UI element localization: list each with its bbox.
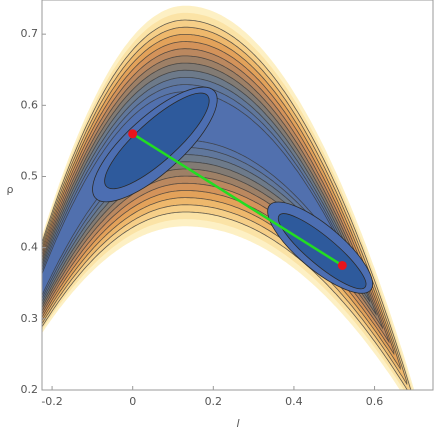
x-tick-label: 0 — [129, 395, 136, 408]
y-tick-label: 0.4 — [21, 241, 39, 254]
point — [128, 129, 138, 139]
y-tick-label: 0.2 — [21, 383, 39, 396]
y-tick-label: 0.7 — [21, 27, 39, 40]
x-axis-label: l — [236, 417, 239, 430]
y-tick-label: 0.3 — [21, 312, 39, 325]
contour-well — [277, 213, 367, 290]
x-tick-label: 0.6 — [366, 395, 384, 408]
path-line — [132, 132, 343, 267]
plot-frame — [41, 0, 434, 391]
contour-plot — [42, 5, 415, 390]
x-tick-label: -0.2 — [41, 395, 62, 408]
contour-well — [104, 92, 210, 190]
y-axis-label: ρ — [7, 183, 14, 196]
x-tick-label: 0.2 — [205, 395, 223, 408]
y-tick-label: 0.5 — [21, 169, 39, 182]
x-tick-label: 0.4 — [285, 395, 303, 408]
y-tick-label: 0.6 — [21, 98, 39, 111]
point — [337, 260, 347, 270]
